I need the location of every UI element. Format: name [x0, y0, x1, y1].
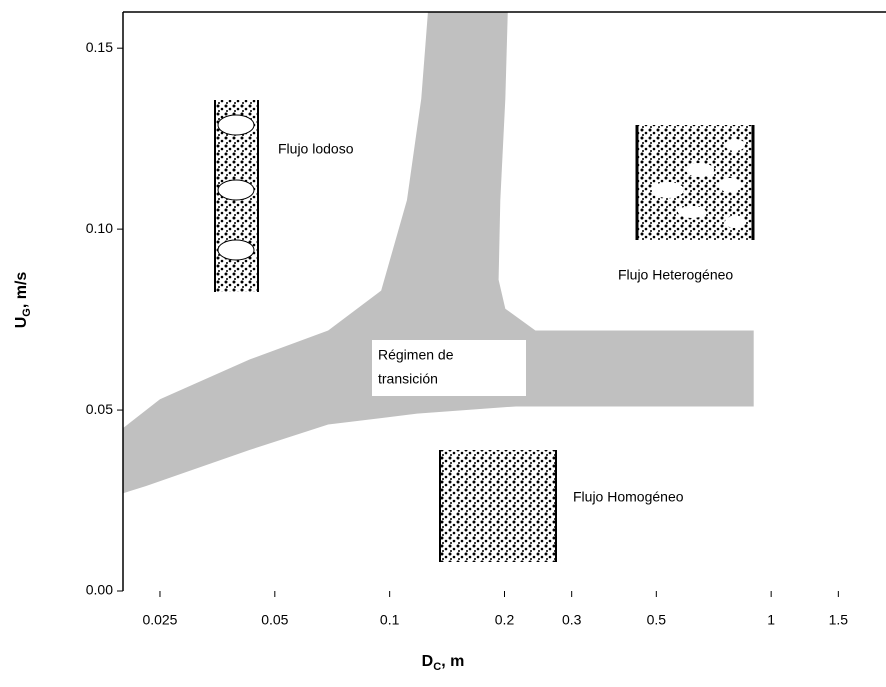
x-axis-title: DC, m: [422, 653, 465, 673]
icon-homogeneous-flow: [439, 450, 557, 562]
x-tick-label: 0.5: [647, 612, 667, 628]
x-tick-label: 1: [767, 612, 775, 628]
y-tick-label: 0.10: [86, 220, 113, 236]
x-tick-label: 0.1: [380, 612, 400, 628]
annotation: transición: [378, 371, 438, 387]
x-axis-title-sub: C: [433, 661, 441, 673]
icon-slug-flow: [214, 100, 259, 292]
x-tick-label: 0.05: [261, 612, 288, 628]
annotation: Régimen de: [378, 347, 454, 363]
y-axis-title-rest: , m/s: [13, 272, 30, 309]
annotation: Flujo lodoso: [278, 141, 354, 157]
x-axis-title-rest: , m: [441, 653, 464, 670]
x-axis-title-main: D: [422, 653, 434, 670]
y-tick-label: 0.15: [86, 39, 113, 55]
annotation: Flujo Homogéneo: [573, 489, 684, 505]
label-box: [372, 340, 526, 396]
x-tick-label: 0.2: [495, 612, 515, 628]
transition-region: [123, 12, 754, 494]
y-tick-label: 0.05: [86, 401, 113, 417]
y-axis-title: UG, m/s: [13, 272, 33, 329]
y-tick-label: 0.00: [86, 582, 113, 598]
x-tick-label: 0.3: [562, 612, 582, 628]
x-tick-label: 0.025: [142, 612, 177, 628]
y-axis-title-sub: G: [21, 308, 33, 317]
icon-heterogeneous-flow: [635, 125, 755, 240]
y-axis-title-main: U: [13, 317, 30, 329]
x-tick-label: 1.5: [829, 612, 849, 628]
annotation: Flujo Heterogéneo: [618, 267, 733, 283]
